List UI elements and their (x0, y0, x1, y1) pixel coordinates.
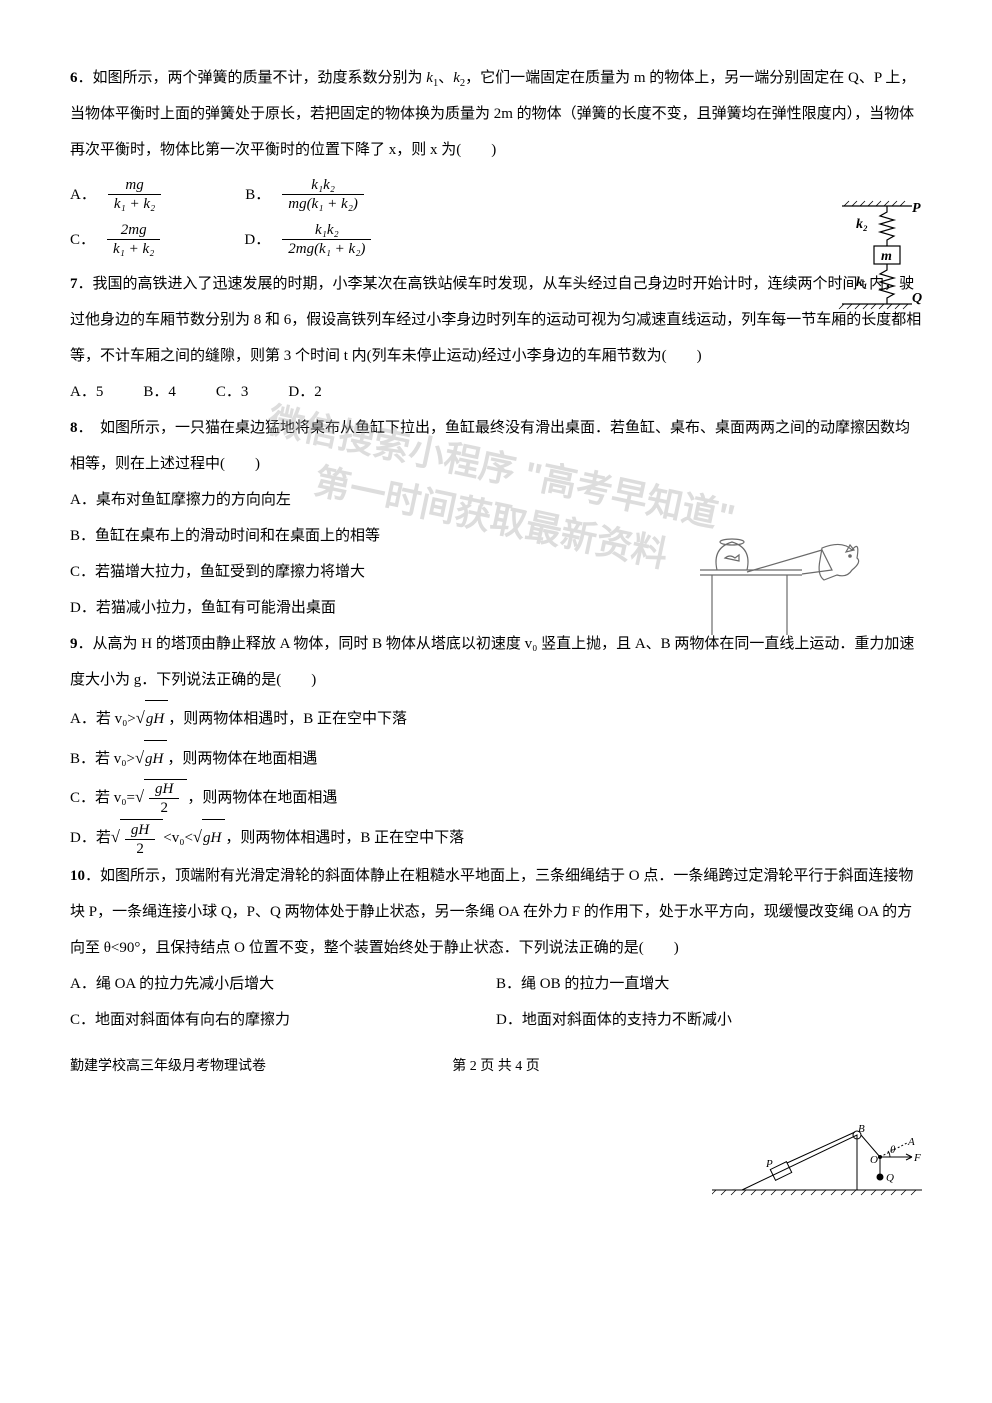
q9-optC-den: 2 (149, 799, 179, 817)
q10-stem: 10．如图所示，顶端附有光滑定滑轮的斜面体静止在粗糙水平地面上，三条细绳结于 O… (70, 858, 922, 966)
footer-left: 勤建学校高三年级月考物理试卷 (70, 1050, 354, 1084)
q8-optA: A．桌布对鱼缸摩擦力的方向向左 (70, 482, 922, 518)
q9-optA-pre: A．若 v₀> (70, 711, 136, 727)
svg-text:Q: Q (886, 1172, 894, 1184)
q6-optB-frac: k₁k₂ mg(k₁ + k₂) (282, 176, 364, 213)
footer-right (638, 1050, 922, 1084)
q6-number: 6 (70, 70, 78, 86)
q6-sep: 、 (438, 70, 453, 86)
svg-text:B: B (858, 1125, 865, 1135)
q9-optD-rad2: gH (202, 819, 225, 856)
svg-text:k₂: k₂ (856, 217, 868, 232)
q6-optA-frac: mg k₁ + k₂ (108, 176, 161, 213)
page-footer: 勤建学校高三年级月考物理试卷 第 2 页 共 4 页 (70, 1050, 922, 1084)
q9-optA-post: ，则两物体相遇时，B 正在空中下落 (168, 711, 407, 727)
q7-stem: 7．我国的高铁进入了迅速发展的时期，小李某次在高铁站候车时发现，从车头经过自己身… (70, 266, 922, 374)
q9-optA: A．若 v₀> gH，则两物体相遇时，B 正在空中下落 (70, 698, 922, 738)
q10-optC: C．地面对斜面体有向右的摩擦力 (70, 1002, 496, 1038)
q6-optD-label: D． (244, 222, 270, 258)
q6-text1: ．如图所示，两个弹簧的质量不计，劲度系数分别为 (78, 70, 423, 86)
q7-optD: D．2 (288, 374, 321, 410)
q6-opt-a: A． mg k₁ + k₂ (70, 176, 165, 213)
q9-optD-frac1: gH2 (125, 821, 155, 858)
q9-optC-post: ，则两物体在地面相遇 (187, 790, 337, 806)
q6-optB-den: mg(k₁ + k₂) (282, 195, 364, 213)
q9-optD-num1: gH (125, 821, 155, 840)
q10-figure: P B O A F Q θ (712, 1125, 922, 1200)
q6-options-row2: C． 2mg k₁ + k₂ D． k₁k₂ 2mg(k₁ + k₂) (70, 221, 922, 258)
q9-optD-mid: <v₀< (163, 830, 193, 846)
q10-number: 10 (70, 868, 85, 884)
q10-text: ．如图所示，顶端附有光滑定滑轮的斜面体静止在粗糙水平地面上，三条细绳结于 O 点… (70, 868, 913, 956)
q7-text: ．我国的高铁进入了迅速发展的时期，小李某次在高铁站候车时发现，从车头经过自己身边… (70, 276, 921, 364)
q7-optC: C．3 (216, 374, 249, 410)
q8-stem: 8． 如图所示，一只猫在桌边猛地将桌布从鱼缸下拉出，鱼缸最终没有滑出桌面．若鱼缸… (70, 410, 922, 482)
q9-optB-pre: B．若 v₀> (70, 751, 135, 767)
q10-optA: A．绳 OA 的拉力先减小后增大 (70, 966, 496, 1002)
q7-optB: B．4 (143, 374, 176, 410)
q9-optD-rad1: gH2 (120, 819, 163, 857)
svg-text:A: A (907, 1136, 915, 1148)
q6-options-row1: A． mg k₁ + k₂ B． k₁k₂ mg(k₁ + k₂) (70, 176, 922, 213)
q9-optD: D．若gH2<v₀<gH，则两物体相遇时，B 正在空中下落 (70, 817, 922, 857)
svg-text:P: P (912, 201, 921, 216)
q7-number: 7 (70, 276, 78, 292)
q6-figure: P k₂ m k₁ Q (832, 200, 922, 330)
q9-optB-rad: gH (144, 740, 167, 777)
q6-k1: k (426, 70, 433, 86)
q9-optA-sqrt: gH (136, 698, 168, 738)
q9-optC-sqrt: gH2 (135, 777, 187, 817)
q6-optA-den: k₁ + k₂ (108, 195, 161, 213)
q10-optB: B．绳 OB 的拉力一直增大 (496, 966, 922, 1002)
q9-optD-sqrt1: gH2 (111, 817, 163, 857)
q6-stem: 6．如图所示，两个弹簧的质量不计，劲度系数分别为 k1、k2，它们一端固定在质量… (70, 60, 922, 168)
q6-optC-frac: 2mg k₁ + k₂ (107, 221, 160, 258)
q9-optD-pre: D．若 (70, 830, 111, 846)
q9-optC: C．若 v₀= gH2 ，则两物体在地面相遇 (70, 777, 922, 817)
footer-center: 第 2 页 共 4 页 (354, 1050, 638, 1084)
svg-text:P: P (765, 1158, 773, 1170)
q8-text: ． 如图所示，一只猫在桌边猛地将桌布从鱼缸下拉出，鱼缸最终没有滑出桌面．若鱼缸、… (70, 420, 910, 472)
q6-opt-b: B． k₁k₂ mg(k₁ + k₂) (245, 176, 368, 213)
q6-opt-c: C． 2mg k₁ + k₂ (70, 221, 164, 258)
q6-optB-num: k₁k₂ (282, 176, 364, 195)
q6-optC-den: k₁ + k₂ (107, 240, 160, 258)
svg-text:θ: θ (890, 1144, 896, 1156)
svg-text:O: O (870, 1154, 878, 1166)
q6-optB-label: B． (245, 177, 270, 213)
q8-figure (692, 520, 862, 640)
svg-text:k₁: k₁ (856, 275, 868, 290)
q6-optA-label: A． (70, 177, 96, 213)
q10-options-row1: A．绳 OA 的拉力先减小后增大 B．绳 OB 的拉力一直增大 (70, 966, 922, 1002)
q6-optD-num: k₁k₂ (282, 221, 371, 240)
q6-optC-num: 2mg (107, 221, 160, 240)
q9-optB-post: ，则两物体在地面相遇 (167, 751, 317, 767)
svg-text:F: F (913, 1152, 921, 1164)
q9-optB: B．若 v₀> gH，则两物体在地面相遇 (70, 738, 922, 778)
q9-optC-frac: gH2 (149, 780, 179, 817)
q10-options-row2: C．地面对斜面体有向右的摩擦力 D．地面对斜面体的支持力不断减小 (70, 1002, 922, 1038)
q9-optD-den1: 2 (125, 840, 155, 858)
q8-number: 8 (70, 420, 78, 436)
q9-text: ．从高为 H 的塔顶由静止释放 A 物体，同时 B 物体从塔底以初速度 v₀ 竖… (70, 636, 914, 688)
q10-optD: D．地面对斜面体的支持力不断减小 (496, 1002, 922, 1038)
q9-optD-post: ，则两物体相遇时，B 正在空中下落 (225, 830, 464, 846)
q6-optD-frac: k₁k₂ 2mg(k₁ + k₂) (282, 221, 371, 258)
q9-optA-rad: gH (145, 700, 168, 737)
q6-optA-num: mg (108, 176, 161, 195)
q9-optC-rad: gH2 (144, 779, 187, 817)
q6-optC-label: C． (70, 222, 95, 258)
q6-opt-d: D． k₁k₂ 2mg(k₁ + k₂) (244, 221, 375, 258)
q6-k2: k (453, 70, 460, 86)
q7-options: A．5 B．4 C．3 D．2 (70, 374, 922, 410)
svg-text:Q: Q (912, 291, 922, 306)
q7-optA: A．5 (70, 374, 103, 410)
q6-optD-den: 2mg(k₁ + k₂) (282, 240, 371, 258)
svg-text:m: m (881, 249, 892, 264)
q9-optC-pre: C．若 v₀= (70, 790, 135, 806)
q9-optC-num: gH (149, 780, 179, 799)
q9-optD-sqrt2: gH (193, 817, 225, 857)
q9-number: 9 (70, 636, 78, 652)
q9-optB-sqrt: gH (135, 738, 167, 778)
